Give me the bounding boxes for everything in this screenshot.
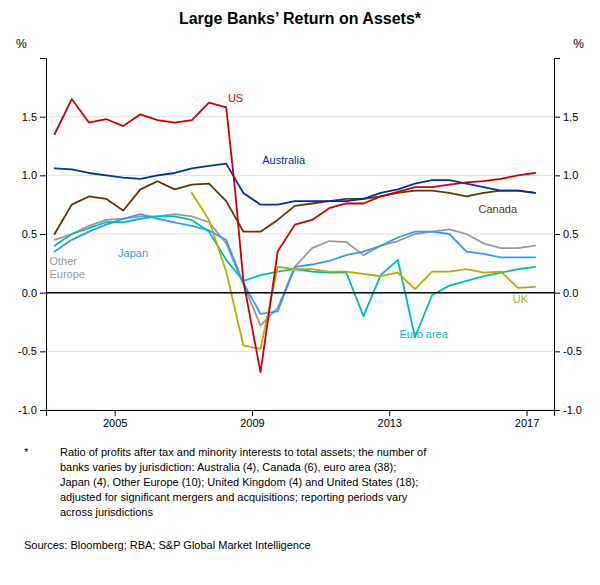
series-line bbox=[55, 164, 536, 205]
tick-mark bbox=[40, 351, 46, 352]
tick-label: 0.5 bbox=[563, 228, 578, 240]
tick-mark bbox=[554, 293, 560, 294]
tick-label: 1.5 bbox=[563, 111, 578, 123]
tick: 2017 bbox=[515, 410, 539, 429]
tick-label: -0.5 bbox=[18, 345, 37, 357]
tick-mark bbox=[554, 117, 560, 118]
tick-mark bbox=[554, 351, 560, 352]
tick: -0.5 bbox=[554, 345, 582, 357]
tick-mark bbox=[40, 410, 46, 411]
tick-mark bbox=[554, 175, 560, 176]
tick-mark bbox=[554, 410, 560, 411]
tick-mark bbox=[252, 410, 253, 416]
tick-label: -1.0 bbox=[563, 404, 582, 416]
plot: 2005200920132017-1.0-0.50.00.51.01.5-1.0… bbox=[18, 59, 582, 429]
tick-label: -1.0 bbox=[18, 404, 37, 416]
series-label: Australia bbox=[262, 154, 306, 166]
tick-label: 0.0 bbox=[563, 287, 578, 299]
y-axis-label: % bbox=[16, 37, 27, 51]
footnote-line: Ratio of profits after tax and minority … bbox=[60, 446, 427, 458]
series-label: US bbox=[228, 92, 243, 104]
series-label-line: Other bbox=[49, 255, 77, 267]
tick: 2009 bbox=[240, 410, 264, 429]
tick-label: 1.0 bbox=[563, 169, 578, 181]
title: Large Banks’ Return on Assets* bbox=[179, 10, 422, 27]
footnote-marker: * bbox=[24, 446, 29, 458]
series-label: Euro area bbox=[400, 328, 449, 340]
tick: 1.0 bbox=[22, 169, 46, 181]
tick: 0.0 bbox=[22, 287, 46, 299]
footnote-line: across jurisdictions bbox=[60, 506, 153, 518]
tick-label: 0.0 bbox=[22, 287, 37, 299]
grid-line bbox=[46, 351, 554, 352]
tick-mark bbox=[527, 410, 528, 416]
series-line bbox=[192, 193, 535, 349]
grid-line bbox=[46, 292, 554, 293]
tick-label: -0.5 bbox=[563, 345, 582, 357]
series-line bbox=[55, 99, 536, 372]
tick-label: 2005 bbox=[103, 417, 127, 429]
tick-label: 0.5 bbox=[22, 228, 37, 240]
series-line bbox=[55, 214, 536, 314]
grid-line bbox=[46, 234, 554, 235]
tick-label: 2009 bbox=[240, 417, 264, 429]
tick-mark bbox=[40, 117, 46, 118]
tick: 2005 bbox=[103, 410, 127, 429]
series-label: Japan bbox=[118, 247, 148, 259]
tick-label: 1.0 bbox=[22, 169, 37, 181]
series-label: OtherEurope bbox=[49, 255, 84, 280]
series-label-line: Europe bbox=[49, 268, 84, 280]
tick-mark bbox=[40, 293, 46, 294]
tick-mark bbox=[115, 410, 116, 416]
tick-label: 2017 bbox=[515, 417, 539, 429]
tick: 1.0 bbox=[554, 169, 578, 181]
series-label: Canada bbox=[478, 203, 517, 215]
footnote-line: banks varies by jurisdiction: Australia … bbox=[60, 461, 396, 473]
source: Sources: Bloomberg; RBA; S&P Global Mark… bbox=[24, 539, 311, 551]
tick: 0.0 bbox=[554, 287, 578, 299]
y2-axis-label: % bbox=[573, 37, 584, 51]
tick: 0.5 bbox=[22, 228, 46, 240]
lines bbox=[55, 99, 536, 372]
annotations: US Australia Canada Japan OtherEurope Euro ar… bbox=[49, 92, 528, 340]
tick-mark bbox=[40, 175, 46, 176]
footnote-line: Japan (4), Other Europe (10); United Kin… bbox=[60, 476, 418, 488]
tick-mark bbox=[40, 234, 46, 235]
grid-line bbox=[46, 116, 554, 117]
tick: -0.5 bbox=[18, 345, 46, 357]
footnote: Ratio of profits after tax and minority … bbox=[60, 446, 427, 518]
tick-label: 2013 bbox=[378, 417, 402, 429]
y2-axis: -1.0 -0.5 0.0 0.5 1.0 1.5 bbox=[554, 59, 582, 417]
x-axis: 2005 2009 2013 2017 bbox=[47, 410, 555, 429]
axis-line bbox=[40, 59, 47, 411]
zero-line bbox=[46, 292, 554, 294]
tick: 0.5 bbox=[554, 228, 578, 240]
tick: -1.0 bbox=[18, 404, 46, 416]
grid-line bbox=[46, 175, 554, 176]
tick-mark bbox=[554, 234, 560, 235]
footnote-line: adjusted for significant mergers and acq… bbox=[60, 491, 408, 503]
axis-line bbox=[47, 411, 555, 417]
tick: 1.5 bbox=[22, 111, 46, 123]
tick: 2013 bbox=[378, 410, 402, 429]
series-line bbox=[55, 216, 536, 337]
tick-mark bbox=[389, 410, 390, 416]
grid bbox=[46, 117, 554, 410]
tick-label: 1.5 bbox=[22, 111, 37, 123]
y-axis: -1.0 -0.5 0.0 0.5 1.0 1.5 bbox=[18, 59, 46, 417]
axis-line bbox=[555, 59, 561, 411]
tick: 1.5 bbox=[554, 111, 578, 123]
chart: 2005200920132017-1.0-0.50.00.51.01.5-1.0… bbox=[0, 0, 600, 585]
tick: -1.0 bbox=[554, 404, 582, 416]
series-label: UK bbox=[513, 293, 529, 305]
chart-container: 2005200920132017-1.0-0.50.00.51.01.5-1.0… bbox=[0, 0, 600, 585]
